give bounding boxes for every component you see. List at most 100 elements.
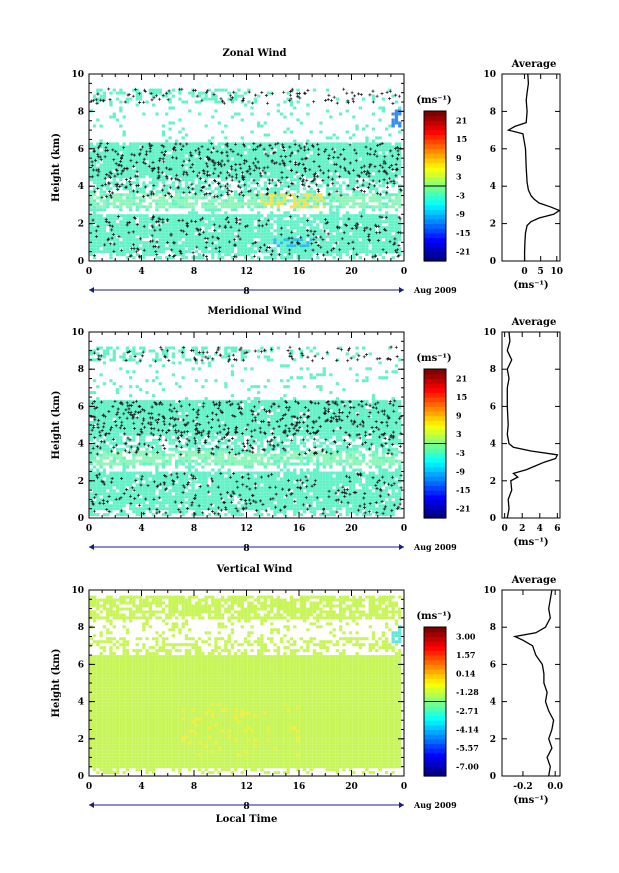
heatmap-cell	[358, 202, 362, 206]
heatmap-cell	[106, 187, 110, 191]
heatmap-cell	[381, 226, 385, 230]
heatmap-cell	[148, 220, 152, 224]
heatmap-cell	[394, 235, 399, 239]
heatmap-cell	[342, 244, 346, 248]
heatmap-cell	[152, 103, 156, 107]
heatmap-cell	[247, 492, 251, 496]
heatmap-cell	[125, 214, 130, 218]
heatmap-cell	[319, 492, 323, 496]
heatmap-cell	[293, 142, 297, 146]
heatmap-cell	[309, 241, 313, 245]
heatmap-cell	[362, 97, 366, 101]
heatmap-cell	[237, 142, 241, 146]
heatmap-cell	[263, 489, 267, 493]
heatmap-cell	[306, 193, 310, 197]
heatmap-cell	[352, 184, 356, 188]
heatmap-cell	[201, 157, 205, 161]
speckle-mark	[135, 223, 139, 227]
heatmap-cell	[302, 238, 307, 242]
heatmap-cell	[296, 157, 300, 161]
heatmap-cell	[152, 148, 156, 152]
heatmap-cell	[309, 154, 313, 158]
heatmap-cell	[115, 196, 120, 200]
heatmap-cell	[391, 160, 395, 164]
heatmap-cell	[220, 232, 225, 236]
heatmap-cell	[224, 498, 228, 502]
speckle-mark	[229, 98, 233, 102]
colorbar-step	[424, 171, 446, 178]
heatmap-cell	[201, 238, 205, 242]
heatmap-cell	[155, 205, 159, 209]
heatmap-cell	[211, 253, 215, 257]
heatmap-cell	[335, 205, 340, 209]
heatmap-cell	[273, 510, 277, 514]
speckle-mark	[384, 215, 388, 219]
heatmap-cell	[345, 187, 349, 191]
heatmap-cell	[309, 157, 313, 161]
heatmap-cell	[240, 202, 244, 206]
heatmap-cell	[181, 510, 185, 514]
heatmap-cell	[319, 175, 323, 179]
heatmap-cell	[175, 205, 179, 209]
heatmap-cell	[178, 232, 182, 236]
speckle-mark	[218, 224, 222, 228]
speckle-mark	[129, 159, 133, 163]
speckle-mark	[229, 165, 233, 169]
heatmap-cell	[211, 208, 215, 212]
heatmap-cell	[247, 238, 251, 242]
panel-title: Meridional Wind	[207, 306, 301, 317]
heatmap-cell	[168, 247, 172, 251]
heatmap-cell	[230, 169, 235, 173]
heatmap-cell	[368, 160, 372, 164]
speckle-mark	[378, 163, 382, 167]
heatmap-cell	[306, 196, 310, 200]
speckle-mark	[227, 173, 231, 177]
heatmap-cell	[119, 492, 123, 496]
heatmap-cell	[263, 241, 267, 245]
heatmap-cell	[214, 226, 218, 230]
speckle-mark	[149, 92, 153, 95]
heatmap-cell	[273, 181, 277, 185]
heatmap-cell	[181, 100, 185, 104]
heatmap-cell	[280, 160, 284, 164]
heatmap-cell	[197, 142, 202, 146]
heatmap-cell	[148, 151, 152, 155]
heatmap-cell	[122, 133, 126, 137]
heatmap-cell	[194, 250, 198, 254]
heatmap-cell	[234, 160, 238, 164]
heatmap-cell	[309, 187, 313, 191]
speckle-mark	[288, 252, 291, 256]
heatmap-cell	[224, 232, 228, 236]
profile-x-tick-label: 0	[521, 267, 527, 277]
heatmap-cell	[115, 226, 120, 230]
heatmap-cell	[99, 214, 103, 218]
speckle-mark	[270, 146, 274, 150]
heatmap-cell	[211, 220, 215, 224]
heatmap-cell	[165, 235, 169, 239]
heatmap-cell	[102, 492, 107, 496]
heatmap-cell	[197, 94, 202, 98]
heatmap-cell	[309, 226, 313, 230]
heatmap-cell	[237, 214, 241, 218]
heatmap-cell	[234, 166, 238, 170]
heatmap-cell	[270, 193, 274, 197]
heatmap-cell	[171, 226, 175, 230]
heatmap-cell	[109, 160, 113, 164]
heatmap-cell	[381, 181, 385, 185]
heatmap-cell	[161, 235, 166, 239]
heatmap-cell	[240, 217, 244, 221]
heatmap-cell	[316, 229, 320, 233]
speckle-mark	[397, 215, 401, 219]
speckle-mark	[232, 255, 236, 259]
heatmap-cell	[358, 205, 362, 209]
heatmap-cell	[204, 145, 208, 149]
heatmap-cell	[253, 187, 257, 191]
heatmap-cell	[191, 94, 195, 98]
heatmap-cell	[319, 196, 323, 200]
speckle-mark	[343, 166, 347, 170]
heatmap-cell	[99, 489, 103, 493]
heatmap-cell	[201, 223, 205, 227]
profile-y-tick-label: 4	[490, 182, 496, 192]
heatmap-cell	[204, 492, 208, 496]
speckle-mark	[271, 151, 275, 155]
